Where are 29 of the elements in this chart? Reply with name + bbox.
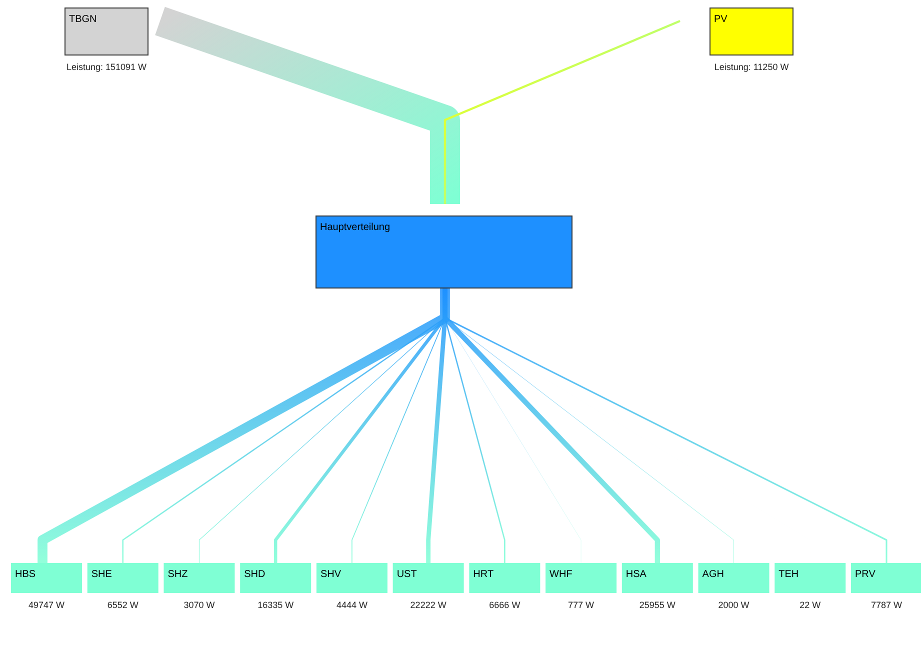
data-label: 6552 W — [107, 600, 139, 610]
category-label: SHZ — [168, 569, 188, 580]
data-label: 25955 W — [639, 600, 676, 610]
data-label: 16335 W — [258, 600, 294, 610]
data-label: Leistung: 151091 W — [66, 62, 148, 72]
data-label: 6666 W — [489, 600, 521, 610]
category-label: TBGN — [69, 14, 97, 25]
data-label: 2000 W — [718, 600, 750, 610]
category-label: HSA — [626, 569, 647, 580]
category-label: WHF — [550, 569, 572, 580]
category-label: SHV — [320, 569, 342, 580]
data-label: 4444 W — [336, 600, 368, 610]
data-label: 22222 W — [410, 600, 447, 610]
data-label: 3070 W — [184, 600, 216, 610]
category-label: PRV — [855, 569, 876, 580]
category-label: PV — [714, 14, 728, 25]
data-label: 777 W — [568, 600, 595, 610]
category-label: TEH — [778, 569, 799, 580]
category-label: HRT — [473, 569, 494, 580]
category-label: UST — [396, 569, 417, 580]
data-label: 22 W — [800, 600, 822, 610]
category-label: Hauptverteilung — [320, 222, 390, 233]
data-label: 49747 W — [28, 600, 66, 610]
category-label: HBS — [15, 569, 36, 580]
category-label: AGH — [702, 569, 724, 580]
data-label: Leistung: 11250 W — [714, 62, 790, 72]
category-label: SHE — [91, 569, 112, 580]
data-label: 7787 W — [870, 600, 903, 610]
category-label: SHD — [244, 569, 266, 580]
